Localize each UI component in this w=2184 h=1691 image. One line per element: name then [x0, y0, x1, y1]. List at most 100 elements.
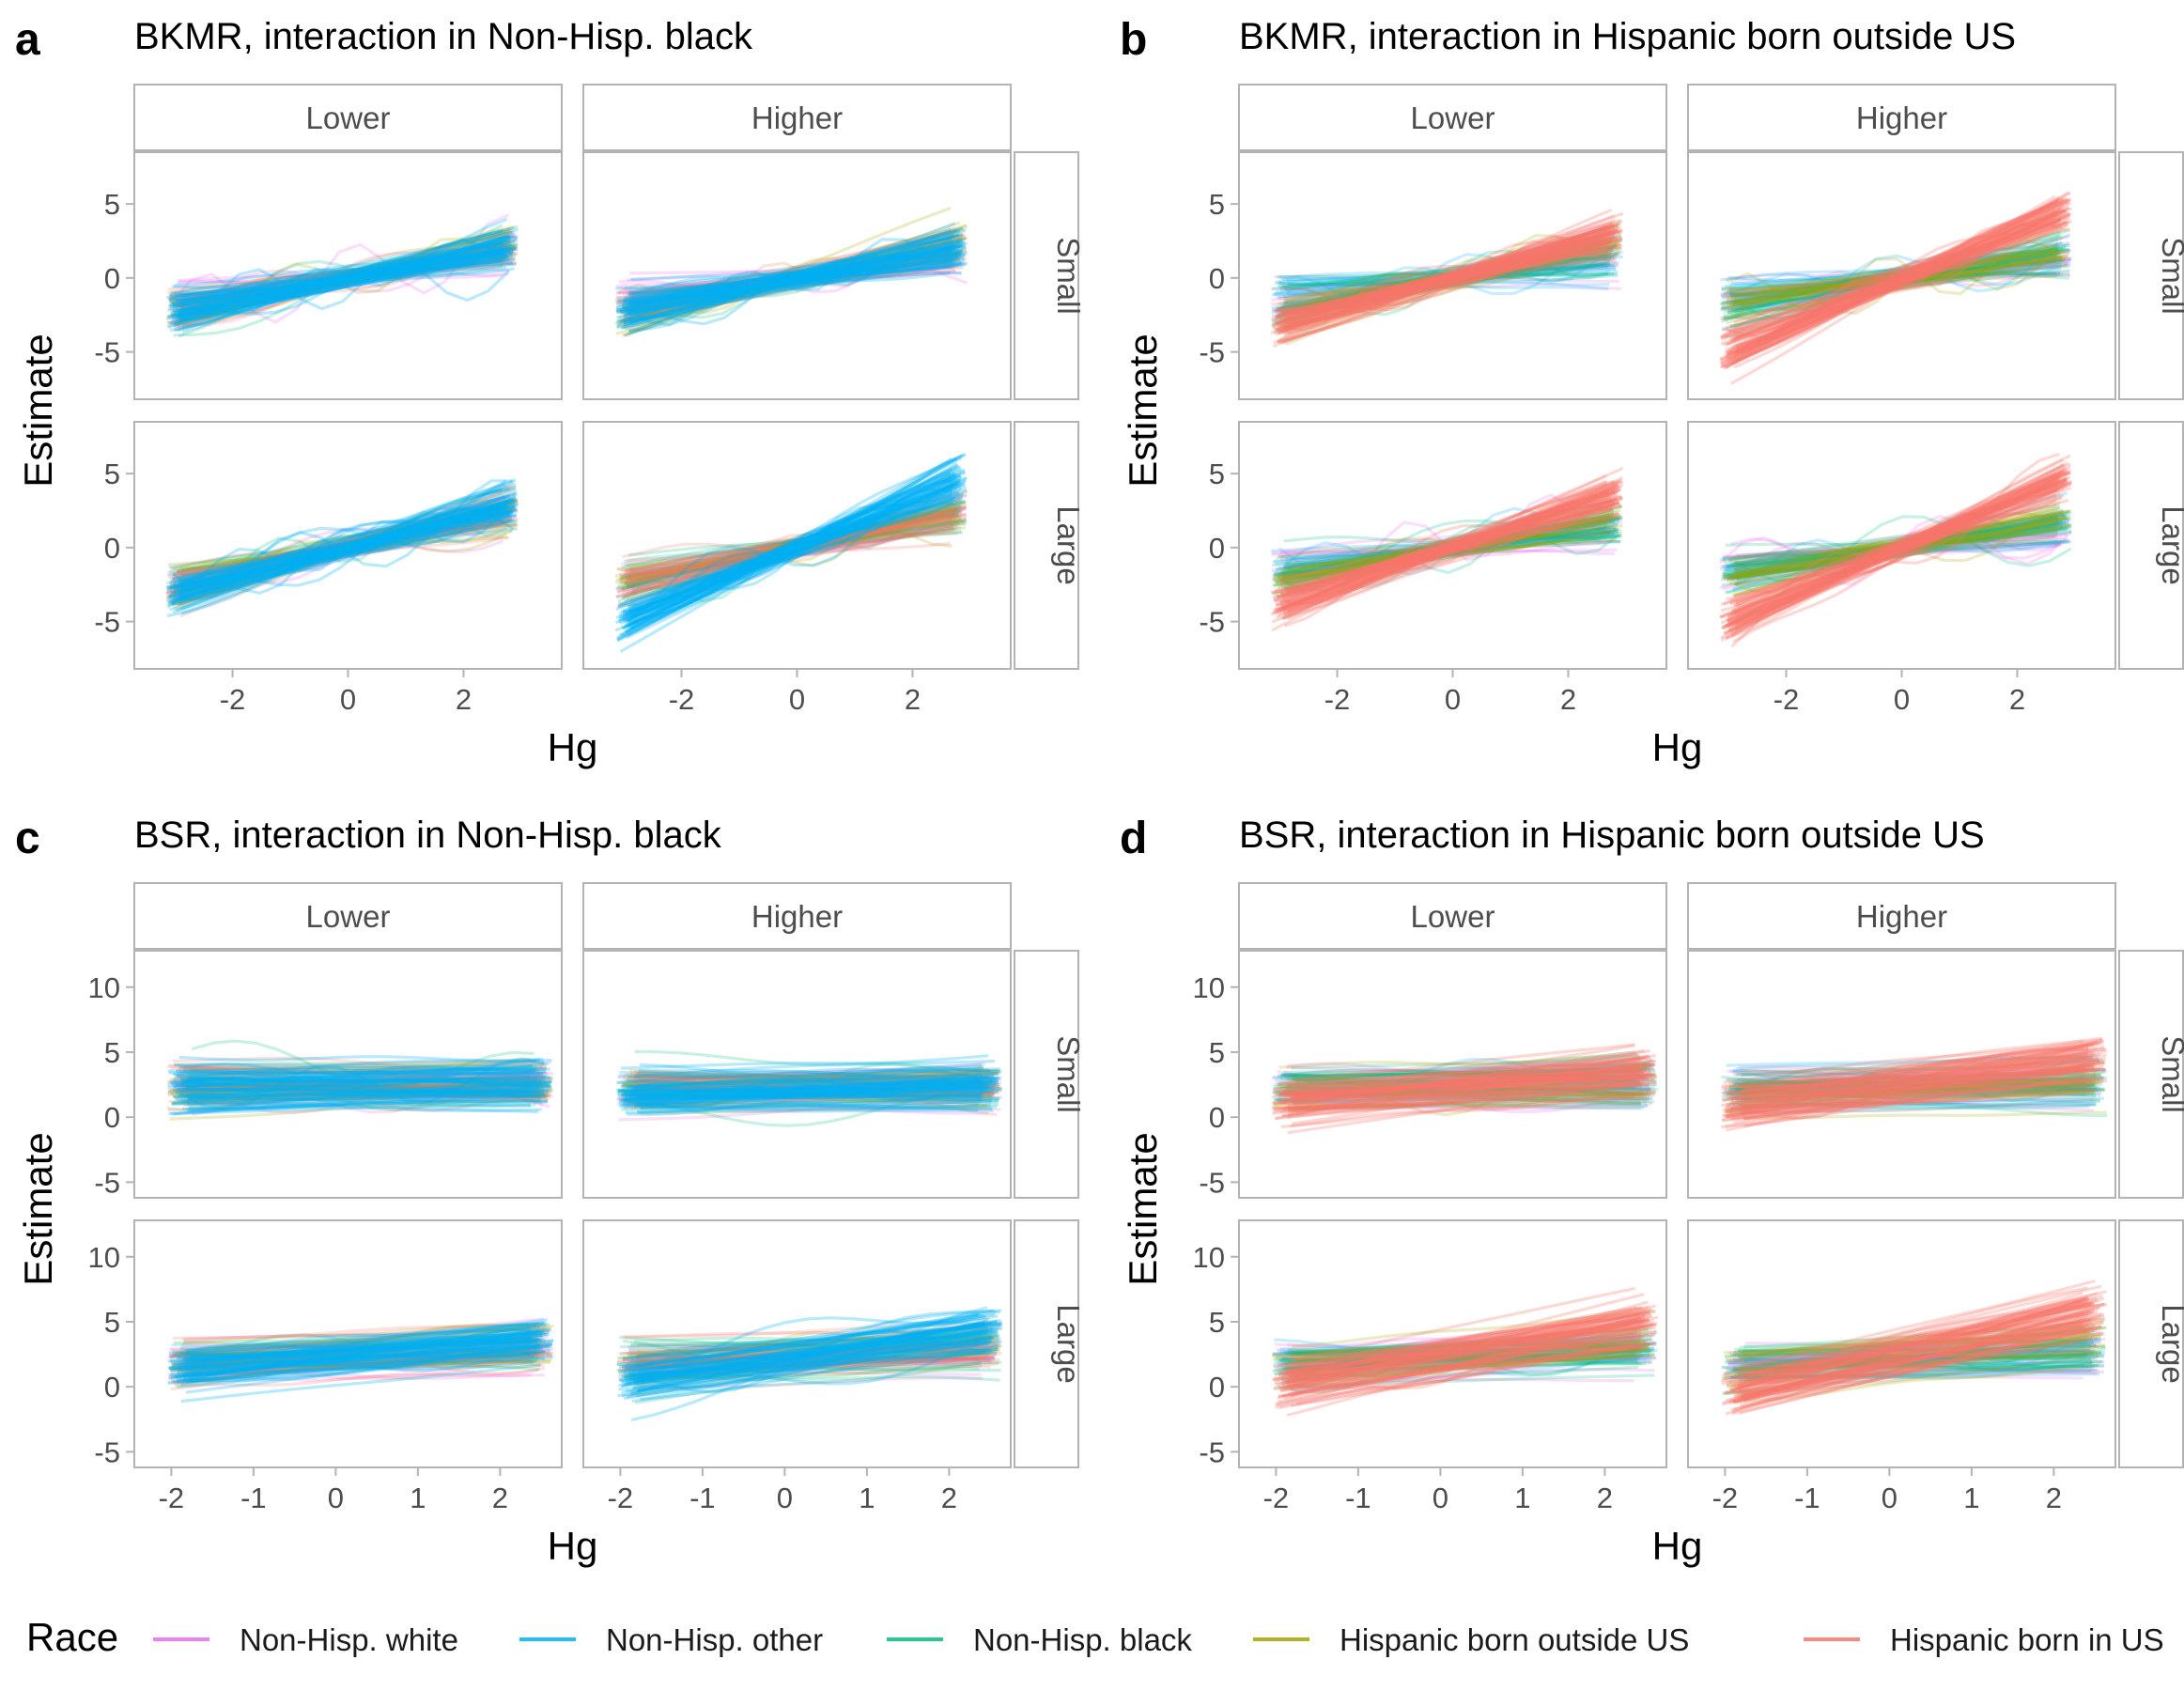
series-line	[1286, 1338, 1653, 1355]
series-line	[1719, 197, 2065, 365]
series-line	[175, 248, 514, 303]
series-line	[1281, 521, 1615, 573]
series-line	[171, 511, 503, 606]
y-tick-label: 0	[1209, 262, 1225, 295]
series-line	[1278, 1348, 1649, 1398]
series-line	[637, 1355, 996, 1375]
series-line	[188, 1087, 544, 1093]
series-line	[622, 1323, 1003, 1339]
series-line	[1287, 492, 1610, 605]
series-line	[1276, 225, 1613, 312]
series-line	[177, 510, 505, 597]
series-line	[623, 1348, 989, 1364]
series-line	[635, 1340, 999, 1366]
series-non_hisp_other	[1273, 1332, 1657, 1391]
series-line	[623, 1347, 990, 1378]
series-line	[176, 500, 516, 596]
panel-lines	[1270, 208, 1624, 349]
series-line	[169, 1070, 531, 1081]
series-line	[181, 1347, 544, 1359]
series-line	[1730, 516, 2057, 582]
series-line	[169, 504, 504, 590]
series-line	[1287, 1063, 1636, 1116]
series-line	[1284, 1357, 1651, 1367]
col-strip-lower	[133, 84, 563, 151]
series-line	[1282, 250, 1620, 305]
series-line	[618, 1335, 991, 1381]
series-line	[631, 253, 966, 295]
series-line	[1279, 251, 1619, 310]
series-line	[1284, 236, 1623, 329]
series-line	[1287, 489, 1620, 595]
series-line	[1727, 248, 2069, 315]
series-line	[1737, 1302, 2106, 1388]
series-line	[1733, 233, 2071, 328]
series-line	[1288, 1072, 1653, 1111]
series-line	[187, 1345, 554, 1369]
series-line	[1277, 228, 1619, 332]
series-line	[1733, 513, 2058, 572]
series-line	[621, 1080, 999, 1089]
series-non_hisp_white	[1272, 1062, 1656, 1114]
series-line	[635, 1353, 989, 1382]
series-line	[1279, 1332, 1649, 1351]
series-line	[1284, 1083, 1639, 1109]
series-line	[1726, 1065, 2083, 1112]
series-line	[628, 261, 968, 304]
series-line	[170, 1333, 543, 1381]
series-non_hisp_white	[1722, 1330, 2106, 1385]
series-line	[623, 1098, 981, 1109]
series-line	[1742, 1085, 2099, 1096]
series-line	[1743, 1360, 2093, 1369]
series-line	[1727, 1065, 2096, 1090]
series-line	[1274, 1072, 1647, 1086]
series-line	[623, 235, 953, 325]
series-line	[627, 253, 960, 296]
series-line	[635, 1068, 998, 1092]
series-line	[1725, 1347, 2090, 1374]
series-line	[1725, 479, 2069, 641]
series-line	[1277, 265, 1617, 288]
series-line	[1284, 1333, 1637, 1390]
series-line	[1281, 507, 1614, 599]
series-line	[1284, 489, 1619, 604]
series-line	[173, 523, 517, 571]
series-line	[1283, 1056, 1651, 1102]
series-line	[624, 253, 958, 306]
series-line	[184, 1340, 538, 1365]
series-line	[1723, 248, 2059, 311]
series-line	[1726, 513, 2071, 573]
series-line	[635, 1083, 999, 1092]
series-line	[1726, 537, 2068, 578]
series-line	[638, 1359, 991, 1373]
series-line	[169, 244, 512, 333]
series-line	[1725, 196, 2068, 369]
series-line	[621, 1321, 992, 1388]
series-line	[1723, 1064, 2104, 1118]
series-line	[1730, 1364, 2089, 1374]
x-tick-label: -1	[689, 1482, 716, 1514]
series-line	[171, 1359, 539, 1372]
panel-lines	[165, 213, 519, 338]
series-line	[169, 507, 503, 595]
series-line	[172, 504, 519, 593]
series-line	[637, 1342, 991, 1354]
series-line	[180, 1064, 542, 1081]
series-line	[1721, 248, 2059, 291]
y-tick-label: 5	[104, 1036, 120, 1069]
series-line	[179, 253, 507, 303]
series-non_hisp_black	[1721, 1056, 2108, 1118]
series-line	[640, 1072, 999, 1088]
series-line	[1722, 264, 2063, 296]
series-line	[625, 517, 952, 580]
series-line	[1734, 481, 2067, 627]
series-line	[1734, 521, 2066, 575]
series-line	[1739, 1321, 2093, 1400]
series-line	[636, 1071, 999, 1107]
series-hispanic_outside_us	[1722, 1055, 2107, 1120]
series-line	[1721, 257, 2062, 290]
series-line	[1728, 198, 2068, 355]
series-line	[626, 497, 963, 587]
series-line	[1278, 227, 1611, 341]
series-line	[173, 535, 503, 603]
